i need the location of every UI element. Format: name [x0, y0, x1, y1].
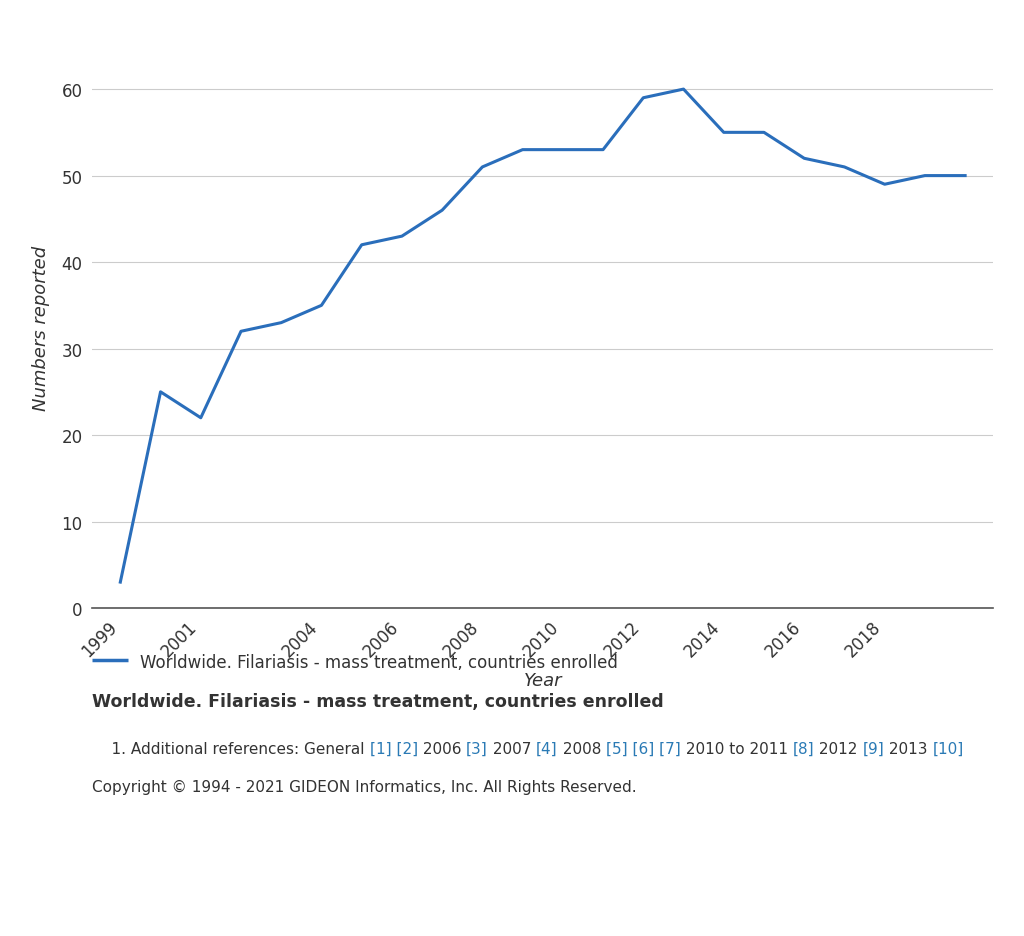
- X-axis label: Year: Year: [523, 671, 562, 689]
- Text: [9]: [9]: [862, 741, 884, 756]
- Text: Worldwide. Filariasis - mass treatment, countries enrolled: Worldwide. Filariasis - mass treatment, …: [140, 653, 618, 671]
- Text: [1] [2]: [1] [2]: [370, 741, 418, 756]
- Text: [8]: [8]: [793, 741, 814, 756]
- Text: Worldwide. Filariasis - mass treatment, countries enrolled: Worldwide. Filariasis - mass treatment, …: [92, 693, 664, 710]
- Text: 2008: 2008: [558, 741, 606, 756]
- Text: 2010 to 2011: 2010 to 2011: [681, 741, 793, 756]
- Text: [3]: [3]: [466, 741, 487, 756]
- Text: 2006: 2006: [418, 741, 466, 756]
- Text: 2013: 2013: [884, 741, 933, 756]
- Y-axis label: Numbers reported: Numbers reported: [32, 245, 50, 410]
- Text: 2007: 2007: [487, 741, 536, 756]
- Text: 2012: 2012: [814, 741, 862, 756]
- Text: [5] [6] [7]: [5] [6] [7]: [606, 741, 681, 756]
- Text: [10]: [10]: [933, 741, 964, 756]
- Text: Copyright © 1994 - 2021 GIDEON Informatics, Inc. All Rights Reserved.: Copyright © 1994 - 2021 GIDEON Informati…: [92, 779, 637, 794]
- Text: [4]: [4]: [536, 741, 558, 756]
- Text: 1. Additional references: General: 1. Additional references: General: [92, 741, 370, 756]
